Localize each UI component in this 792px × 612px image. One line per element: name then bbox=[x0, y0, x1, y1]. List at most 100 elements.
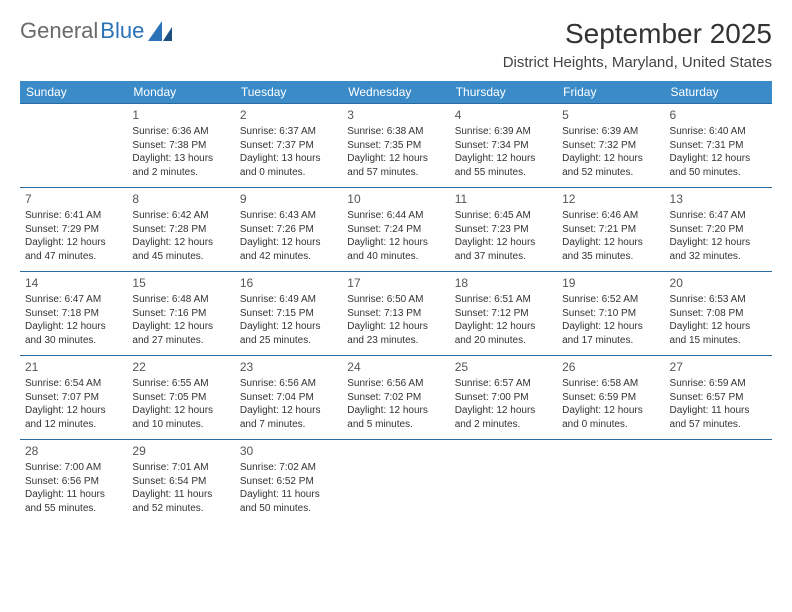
sunrise-text: Sunrise: 6:59 AM bbox=[670, 377, 767, 391]
day-cell bbox=[557, 440, 664, 524]
day-cell: 22Sunrise: 6:55 AMSunset: 7:05 PMDayligh… bbox=[127, 356, 234, 440]
day-number: 25 bbox=[455, 359, 552, 375]
daylight-text: Daylight: 12 hours and 52 minutes. bbox=[562, 152, 659, 179]
day-cell bbox=[665, 440, 772, 524]
sunset-text: Sunset: 7:20 PM bbox=[670, 223, 767, 237]
daylight-text: Daylight: 11 hours and 50 minutes. bbox=[240, 488, 337, 515]
day-cell: 7Sunrise: 6:41 AMSunset: 7:29 PMDaylight… bbox=[20, 188, 127, 272]
sunrise-text: Sunrise: 6:38 AM bbox=[347, 125, 444, 139]
week-row: 28Sunrise: 7:00 AMSunset: 6:56 PMDayligh… bbox=[20, 440, 772, 524]
day-number: 24 bbox=[347, 359, 444, 375]
day-number: 6 bbox=[670, 107, 767, 123]
day-number: 15 bbox=[132, 275, 229, 291]
sunset-text: Sunset: 7:18 PM bbox=[25, 307, 122, 321]
day-cell: 9Sunrise: 6:43 AMSunset: 7:26 PMDaylight… bbox=[235, 188, 342, 272]
sunrise-text: Sunrise: 6:44 AM bbox=[347, 209, 444, 223]
sunset-text: Sunset: 7:10 PM bbox=[562, 307, 659, 321]
day-number: 4 bbox=[455, 107, 552, 123]
sunrise-text: Sunrise: 6:49 AM bbox=[240, 293, 337, 307]
daylight-text: Daylight: 12 hours and 35 minutes. bbox=[562, 236, 659, 263]
week-row: 14Sunrise: 6:47 AMSunset: 7:18 PMDayligh… bbox=[20, 272, 772, 356]
location: District Heights, Maryland, United State… bbox=[503, 54, 772, 71]
daylight-text: Daylight: 12 hours and 45 minutes. bbox=[132, 236, 229, 263]
sunset-text: Sunset: 7:37 PM bbox=[240, 139, 337, 153]
sunrise-text: Sunrise: 7:00 AM bbox=[25, 461, 122, 475]
day-cell: 30Sunrise: 7:02 AMSunset: 6:52 PMDayligh… bbox=[235, 440, 342, 524]
day-number: 9 bbox=[240, 191, 337, 207]
sunrise-text: Sunrise: 6:54 AM bbox=[25, 377, 122, 391]
sunset-text: Sunset: 7:24 PM bbox=[347, 223, 444, 237]
sunrise-text: Sunrise: 6:56 AM bbox=[347, 377, 444, 391]
sunset-text: Sunset: 6:54 PM bbox=[132, 475, 229, 489]
sunset-text: Sunset: 7:15 PM bbox=[240, 307, 337, 321]
sunset-text: Sunset: 7:35 PM bbox=[347, 139, 444, 153]
sunrise-text: Sunrise: 6:45 AM bbox=[455, 209, 552, 223]
sunrise-text: Sunrise: 6:37 AM bbox=[240, 125, 337, 139]
dayhdr-2: Tuesday bbox=[235, 81, 342, 104]
daylight-text: Daylight: 12 hours and 15 minutes. bbox=[670, 320, 767, 347]
daylight-text: Daylight: 11 hours and 55 minutes. bbox=[25, 488, 122, 515]
sunrise-text: Sunrise: 6:41 AM bbox=[25, 209, 122, 223]
day-number: 23 bbox=[240, 359, 337, 375]
day-cell: 4Sunrise: 6:39 AMSunset: 7:34 PMDaylight… bbox=[450, 104, 557, 188]
sunset-text: Sunset: 7:02 PM bbox=[347, 391, 444, 405]
daylight-text: Daylight: 12 hours and 17 minutes. bbox=[562, 320, 659, 347]
sunrise-text: Sunrise: 6:57 AM bbox=[455, 377, 552, 391]
day-cell: 14Sunrise: 6:47 AMSunset: 7:18 PMDayligh… bbox=[20, 272, 127, 356]
sunset-text: Sunset: 7:05 PM bbox=[132, 391, 229, 405]
day-cell: 12Sunrise: 6:46 AMSunset: 7:21 PMDayligh… bbox=[557, 188, 664, 272]
day-number: 3 bbox=[347, 107, 444, 123]
sunrise-text: Sunrise: 6:47 AM bbox=[670, 209, 767, 223]
day-cell: 17Sunrise: 6:50 AMSunset: 7:13 PMDayligh… bbox=[342, 272, 449, 356]
logo-text-general: General bbox=[20, 18, 98, 44]
sunset-text: Sunset: 7:16 PM bbox=[132, 307, 229, 321]
day-number: 21 bbox=[25, 359, 122, 375]
day-cell: 6Sunrise: 6:40 AMSunset: 7:31 PMDaylight… bbox=[665, 104, 772, 188]
day-number: 19 bbox=[562, 275, 659, 291]
daylight-text: Daylight: 12 hours and 5 minutes. bbox=[347, 404, 444, 431]
daylight-text: Daylight: 12 hours and 10 minutes. bbox=[132, 404, 229, 431]
daylight-text: Daylight: 12 hours and 27 minutes. bbox=[132, 320, 229, 347]
daylight-text: Daylight: 12 hours and 20 minutes. bbox=[455, 320, 552, 347]
daylight-text: Daylight: 12 hours and 42 minutes. bbox=[240, 236, 337, 263]
daylight-text: Daylight: 12 hours and 30 minutes. bbox=[25, 320, 122, 347]
sunset-text: Sunset: 7:21 PM bbox=[562, 223, 659, 237]
sunset-text: Sunset: 7:04 PM bbox=[240, 391, 337, 405]
sunrise-text: Sunrise: 6:39 AM bbox=[562, 125, 659, 139]
sunrise-text: Sunrise: 6:46 AM bbox=[562, 209, 659, 223]
dayhdr-1: Monday bbox=[127, 81, 234, 104]
day-cell: 28 Sunrise: 7:00 AMSunset: 6:56 PMDayligh… bbox=[20, 440, 127, 524]
sunset-text: Sunset: 6:56 PM bbox=[25, 475, 122, 489]
sunset-text: Sunset: 7:13 PM bbox=[347, 307, 444, 321]
logo-text-blue: Blue bbox=[100, 18, 144, 44]
day-cell: 8Sunrise: 6:42 AMSunset: 7:28 PMDaylight… bbox=[127, 188, 234, 272]
day-cell: 25Sunrise: 6:57 AMSunset: 7:00 PMDayligh… bbox=[450, 356, 557, 440]
day-cell: 24 Sunrise: 6:56 AMSunset: 7:02 PMDayligh… bbox=[342, 356, 449, 440]
daylight-text: Daylight: 12 hours and 57 minutes. bbox=[347, 152, 444, 179]
sunrise-text: Sunrise: 7:01 AM bbox=[132, 461, 229, 475]
sunrise-text: Sunrise: 6:52 AM bbox=[562, 293, 659, 307]
day-cell: 1Sunrise: 6:36 AMSunset: 7:38 PMDaylight… bbox=[127, 104, 234, 188]
sunrise-text: Sunrise: 6:50 AM bbox=[347, 293, 444, 307]
dayhdr-4: Thursday bbox=[450, 81, 557, 104]
day-number: 29 bbox=[132, 443, 229, 459]
sunrise-text: Sunrise: 6:51 AM bbox=[455, 293, 552, 307]
day-number: 2 bbox=[240, 107, 337, 123]
day-number: 28 bbox=[25, 443, 122, 459]
day-number: 11 bbox=[455, 191, 552, 207]
sunrise-text: Sunrise: 6:53 AM bbox=[670, 293, 767, 307]
day-cell bbox=[20, 104, 127, 188]
week-row: 1Sunrise: 6:36 AMSunset: 7:38 PMDaylight… bbox=[20, 104, 772, 188]
daylight-text: Daylight: 12 hours and 2 minutes. bbox=[455, 404, 552, 431]
day-number: 14 bbox=[25, 275, 122, 291]
day-number: 10 bbox=[347, 191, 444, 207]
day-number: 26 bbox=[562, 359, 659, 375]
sunset-text: Sunset: 7:29 PM bbox=[25, 223, 122, 237]
day-number: 1 bbox=[132, 107, 229, 123]
day-number: 7 bbox=[25, 191, 122, 207]
daylight-text: Daylight: 12 hours and 37 minutes. bbox=[455, 236, 552, 263]
sunrise-text: Sunrise: 6:39 AM bbox=[455, 125, 552, 139]
dayhdr-5: Friday bbox=[557, 81, 664, 104]
day-number: 30 bbox=[240, 443, 337, 459]
daylight-text: Daylight: 12 hours and 50 minutes. bbox=[670, 152, 767, 179]
